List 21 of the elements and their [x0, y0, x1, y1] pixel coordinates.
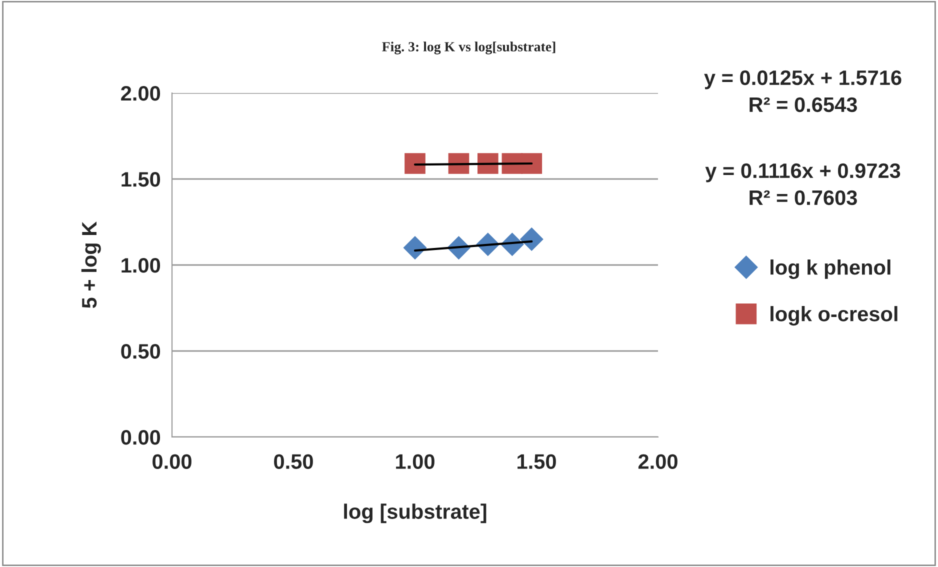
- x-tick-label: 1.00: [396, 454, 434, 469]
- point: [404, 236, 426, 260]
- y-tick-label: 0.50: [121, 344, 160, 359]
- y-axis-title: 5 + log K: [81, 221, 101, 308]
- point: [521, 153, 542, 174]
- text: y = 0.1116x + 0.9723 R² = 0.7603: [705, 163, 900, 206]
- legend-label: logk o-cresol: [770, 306, 898, 326]
- point: [404, 153, 426, 174]
- y-tick-label: 2.00: [121, 86, 160, 101]
- legend-label: log k phenol: [770, 259, 890, 279]
- y-tick-label: 1.50: [122, 172, 160, 187]
- chart-title: Fig. 3: log K vs log[substrate]: [382, 42, 556, 54]
- point: [520, 228, 544, 251]
- x-tick-label: 2.00: [638, 454, 678, 469]
- y-tick-label: 0.00: [121, 430, 160, 445]
- x-tick-label: 0.50: [274, 454, 313, 469]
- x-axis-title: log [substrate]: [344, 504, 486, 524]
- x-tick-label: 1.50: [518, 454, 556, 469]
- x-tick-label: 0.00: [152, 454, 192, 469]
- text: y = 0.0125x + 1.5716 R² = 0.6543: [704, 70, 902, 112]
- y-tick-label: 1.00: [122, 258, 160, 273]
